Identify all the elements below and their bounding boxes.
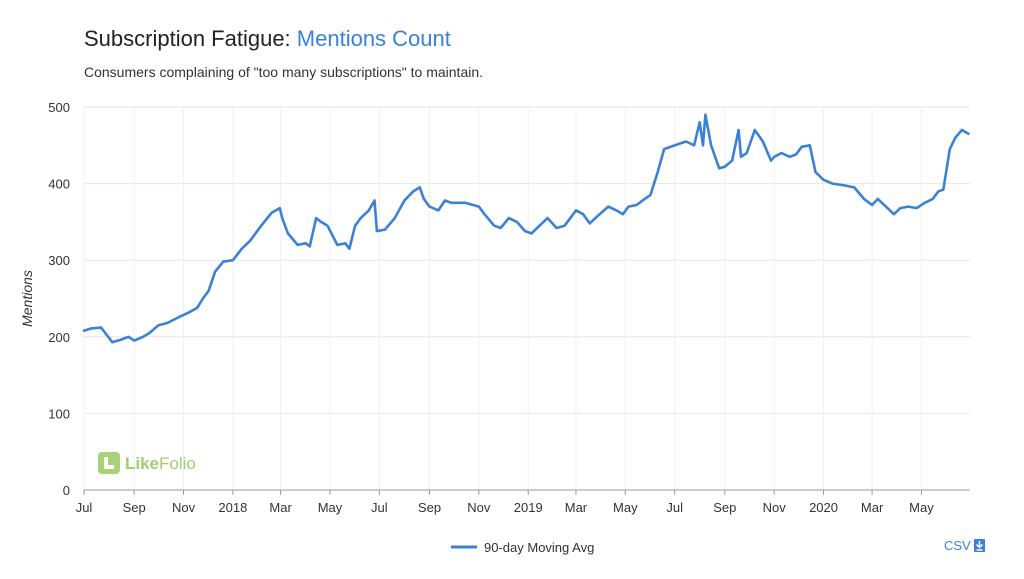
csv-download-button[interactable]: CSV (944, 538, 985, 553)
y-tick-label: 200 (48, 330, 70, 345)
x-tick-label: Sep (713, 500, 736, 515)
csv-label: CSV (944, 538, 971, 553)
x-tick-label: Nov (467, 500, 491, 515)
y-tick-label: 500 (48, 100, 70, 115)
series-line (82, 113, 970, 344)
legend-label: 90-day Moving Avg (484, 540, 594, 555)
x-tick-label: Nov (172, 500, 196, 515)
x-tick-label: Sep (418, 500, 441, 515)
chart-title-accent: Mentions Count (296, 26, 451, 51)
x-tick-label: 2019 (514, 500, 543, 515)
x-tick-label: Jul (666, 500, 683, 515)
chart-title-main: Subscription Fatigue: (84, 26, 297, 51)
likefolio-logo-text: LikeFolio (125, 454, 196, 473)
x-tick-label: 2020 (809, 500, 838, 515)
x-tick-label: Nov (763, 500, 787, 515)
y-tick-label: 0 (63, 483, 70, 498)
x-tick-label: 2018 (218, 500, 247, 515)
x-tick-label: Mar (861, 500, 884, 515)
y-tick-label: 100 (48, 406, 70, 421)
download-icon (973, 539, 985, 552)
x-tick-label: May (613, 500, 638, 515)
likefolio-logo-mark (98, 452, 120, 474)
x-tick-label: Mar (269, 500, 292, 515)
y-tick-label: 300 (48, 253, 70, 268)
chart-subtitle: Consumers complaining of "too many subsc… (84, 64, 484, 80)
y-axis-title: Mentions (19, 270, 35, 327)
x-tick-label: Sep (123, 500, 146, 515)
x-tick-label: May (318, 500, 343, 515)
x-tick-label: Jul (371, 500, 388, 515)
chart-title: Subscription Fatigue: Mentions Count (84, 26, 451, 52)
likefolio-logo-glyph (104, 457, 114, 469)
x-tick-label: Mar (565, 500, 588, 515)
likefolio-logo: LikeFolio (98, 452, 196, 474)
x-tick-label: Jul (76, 500, 93, 515)
x-tick-label: May (909, 500, 934, 515)
y-tick-label: 400 (48, 177, 70, 192)
